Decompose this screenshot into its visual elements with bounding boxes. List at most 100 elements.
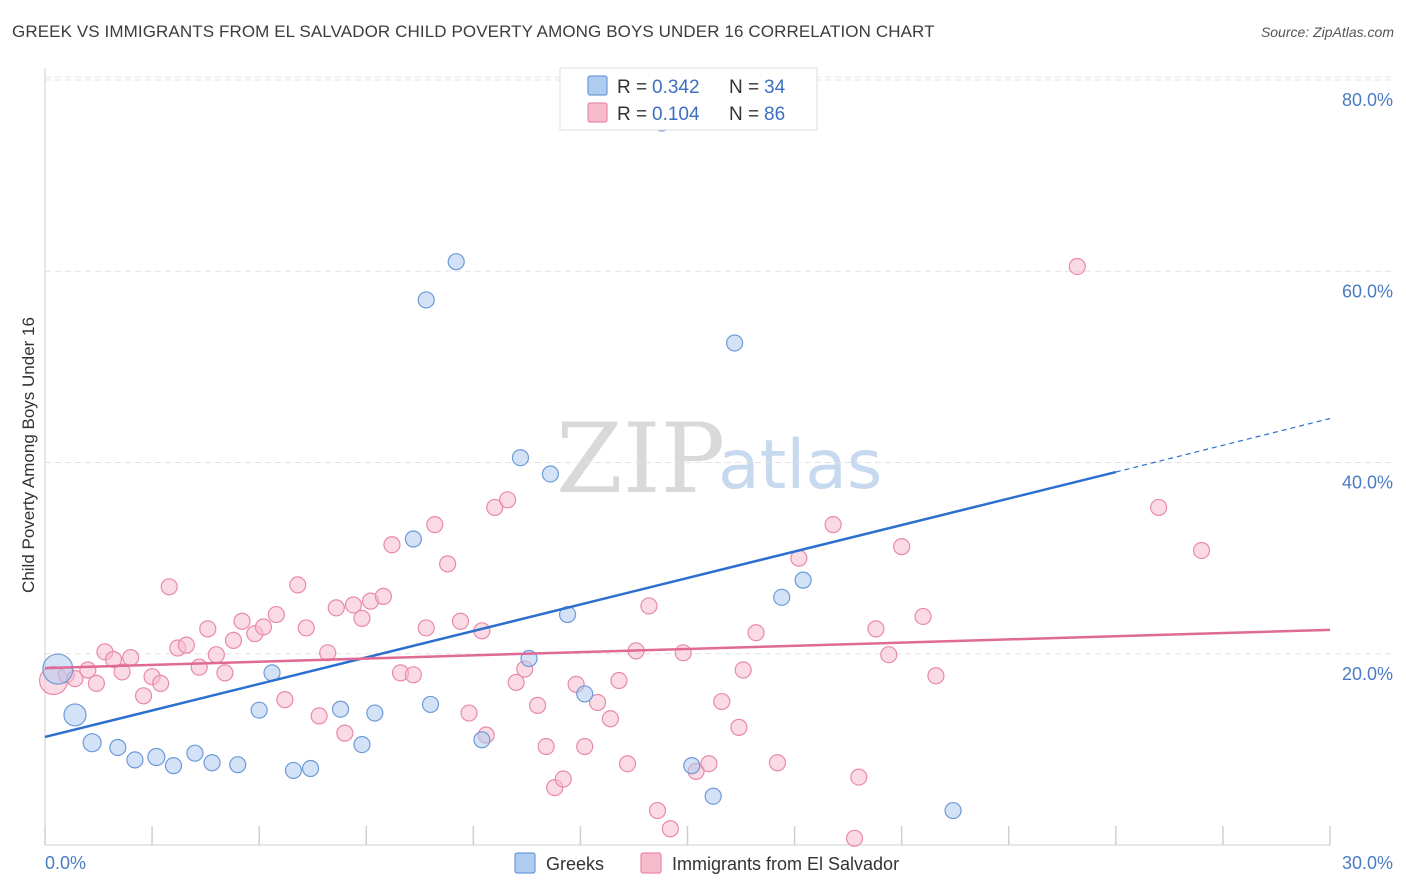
elsalvador-point: [486, 498, 504, 517]
greeks-point: [353, 735, 371, 754]
elsalvador-point: [768, 754, 787, 772]
greeks-point: [421, 695, 440, 714]
elsalvador-point: [134, 687, 153, 705]
greeks-point: [126, 751, 144, 769]
elsalvador-point: [113, 663, 131, 681]
greeks-point: [447, 253, 465, 271]
elsalvador-point: [417, 619, 435, 637]
elsalvador-point: [601, 710, 620, 728]
greeks-point: [147, 747, 166, 767]
greeks-point: [331, 700, 350, 718]
source-label: Source: ZipAtlas.com: [1260, 24, 1394, 40]
elsalvador-point: [730, 718, 748, 736]
elsalvador-point: [254, 618, 273, 636]
greeks-point: [250, 701, 268, 719]
elsalvador-point: [190, 658, 208, 676]
elsalvador-point: [224, 631, 243, 649]
bottom-legend-label-elsalvador[interactable]: Immigrants from El Salvador: [672, 854, 899, 874]
bottom-legend-swatch-greeks[interactable]: [514, 852, 536, 874]
greeks-point: [683, 757, 701, 775]
greeks-point: [186, 744, 204, 762]
greeks-point: [164, 757, 183, 775]
y-tick-label: 80.0%: [1342, 90, 1393, 110]
greeks-trend-line: [44, 470, 1117, 739]
chart-title: GREEK VS IMMIGRANTS FROM EL SALVADOR CHI…: [12, 22, 935, 41]
greeks-trend-extension: [1115, 417, 1331, 473]
y-tick-labels: 20.0% 40.0% 60.0% 80.0%: [1342, 90, 1393, 684]
elsalvador-point: [310, 707, 328, 725]
elsalvador-point: [700, 755, 718, 773]
elsalvador-point: [267, 605, 285, 624]
elsalvador-point: [537, 737, 555, 756]
elsalvador-point: [374, 587, 392, 605]
elsalvador-point: [344, 596, 362, 614]
legend-r-label-elsalvador: R =: [617, 104, 647, 125]
x-axis-ticks: [44, 826, 1331, 845]
elsalvador-point: [499, 491, 517, 509]
elsalvador-point: [152, 674, 170, 692]
elsalvador-point: [276, 691, 294, 709]
elsalvador-point: [426, 516, 444, 534]
elsalvador-point: [528, 696, 547, 714]
elsalvador-point: [439, 555, 457, 573]
elsalvador-point: [1068, 257, 1086, 276]
elsalvador-point: [914, 607, 932, 626]
elsalvador-trend-line: [44, 628, 1331, 670]
greeks-point: [229, 756, 247, 774]
trend-lines: [44, 417, 1331, 739]
x-tick-label-max: 30.0%: [1342, 853, 1393, 873]
greeks-point: [417, 291, 435, 309]
bottom-legend-label-greeks[interactable]: Greeks: [546, 854, 604, 874]
elsalvador-point: [734, 661, 752, 679]
elsalvador-point: [610, 671, 628, 690]
bottom-legend-swatch-elsalvador[interactable]: [640, 852, 662, 874]
greeks-point: [284, 761, 303, 780]
elsalvador-point: [451, 612, 470, 630]
greeks-point: [473, 731, 491, 749]
watermark-zip: ZIP: [556, 403, 725, 515]
legend-n-value-elsalvador: 86: [764, 104, 785, 125]
greeks-point: [404, 530, 422, 548]
y-tick-label: 20.0%: [1342, 664, 1393, 684]
elsalvador-point: [576, 737, 594, 756]
y-tick-label: 40.0%: [1342, 473, 1393, 493]
elsalvador-point: [1150, 498, 1168, 517]
elsalvador-point: [867, 620, 885, 638]
elsalvador-point: [880, 646, 898, 664]
elsalvador-point: [327, 599, 345, 617]
greeks-point: [726, 334, 744, 352]
elsalvador-point: [404, 666, 422, 684]
elsalvador-point: [177, 636, 195, 654]
greeks-point: [203, 754, 221, 772]
legend-r-value-greeks: 0.342: [652, 77, 700, 98]
elsalvador-point: [1192, 541, 1211, 560]
elsalvador-point: [104, 650, 123, 669]
elsalvador-point: [648, 801, 667, 820]
elsalvador-point: [122, 648, 140, 667]
elsalvador-point: [747, 624, 765, 642]
elsalvador-point: [824, 516, 842, 534]
elsalvador-point: [850, 768, 868, 786]
elsalvador-point: [674, 644, 692, 662]
elsalvador-point: [199, 620, 217, 638]
y-axis-label: Child Poverty Among Boys Under 16: [19, 317, 38, 593]
elsalvador-point: [207, 646, 225, 664]
elsalvador-point: [336, 724, 354, 742]
elsalvador-point: [661, 820, 679, 838]
watermark-atlas: atlas: [718, 426, 882, 505]
greeks-point: [366, 704, 384, 722]
watermark: ZIP atlas: [556, 403, 882, 515]
legend-r-value-elsalvador: 0.104: [652, 104, 700, 125]
elsalvador-point: [554, 770, 572, 788]
elsalvador-point: [87, 674, 106, 692]
greeks-point: [109, 738, 127, 757]
greeks-point: [704, 787, 722, 805]
x-tick-label-min: 0.0%: [45, 853, 86, 873]
elsalvador-point: [160, 578, 178, 596]
greeks-point: [82, 733, 102, 753]
legend-top: R = 0.342 N = 34 R = 0.104 N = 86: [559, 67, 818, 131]
gridlines: [45, 76, 1393, 655]
elsalvador-point: [507, 673, 525, 692]
greeks-point: [541, 465, 560, 483]
y-tick-label: 60.0%: [1342, 281, 1393, 301]
